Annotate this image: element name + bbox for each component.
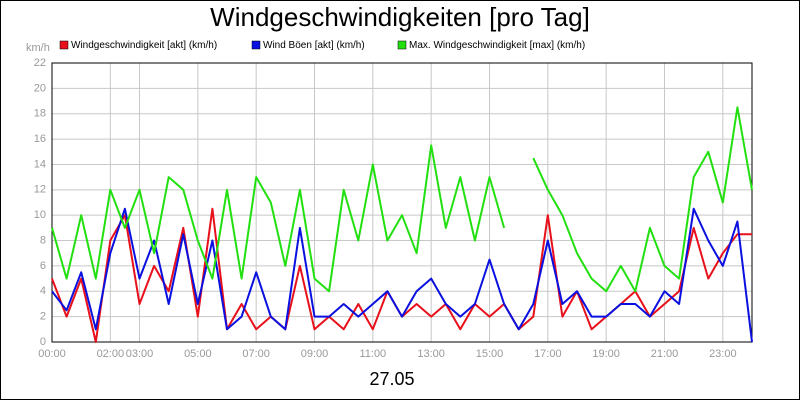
x-tick-label: 19:00: [592, 348, 620, 360]
y-tick-label: 22: [34, 57, 46, 69]
legend-swatch: [397, 40, 407, 50]
x-tick-label: 02:00: [97, 348, 125, 360]
x-axis-title: 27.05: [369, 369, 414, 389]
chart-title: Windgeschwindigkeiten [pro Tag]: [210, 2, 590, 32]
y-tick-label: 18: [34, 108, 46, 120]
series-line: [51, 106, 753, 293]
y-tick-label: 4: [40, 285, 46, 297]
x-tick-label: 21:00: [651, 348, 679, 360]
plot-area: 0 2 4 6 8 10 12 14 16 18 20 22 00:00 02:00 03:00 05:00 0…: [34, 57, 753, 360]
x-tick-label: 00:00: [38, 348, 66, 360]
y-tick-label: 0: [40, 336, 46, 348]
x-tick-label: 09:00: [301, 348, 329, 360]
y-tick-label: 8: [40, 234, 46, 246]
legend-label: Wind Böen [akt] (km/h): [263, 40, 365, 51]
y-tick-label: 14: [34, 158, 46, 170]
legend-label: Max. Windgeschwindigkeit [max] (km/h): [409, 40, 585, 51]
legend-swatch: [251, 40, 261, 50]
y-tick-label: 12: [34, 184, 46, 196]
plot-background: [52, 63, 752, 342]
x-tick-label: 07:00: [242, 348, 270, 360]
y-tick-label: 10: [34, 209, 46, 221]
legend-swatch: [59, 40, 69, 50]
x-tick-label: 15:00: [476, 348, 504, 360]
x-tick-label: 23:00: [709, 348, 737, 360]
x-tick-label: 13:00: [417, 348, 445, 360]
y-tick-label: 6: [40, 260, 46, 272]
y-tick-label: 16: [34, 133, 46, 145]
x-tick-label: 11:00: [359, 348, 386, 360]
x-tick-label: 05:00: [184, 348, 212, 360]
x-tick-label: 17:00: [534, 348, 562, 360]
series-line: [51, 207, 753, 343]
legend-label: Windgeschwindigkeit [akt] (km/h): [71, 40, 217, 51]
y-tick-label: 2: [40, 311, 46, 323]
y-tick-label: 20: [34, 82, 46, 94]
plot-border: [51, 62, 753, 343]
legend: Windgeschwindigkeit [akt] (km/h) Wind Böe…: [59, 40, 585, 51]
y-unit: km/h: [26, 42, 50, 54]
x-tick-label: 03:00: [126, 348, 154, 360]
